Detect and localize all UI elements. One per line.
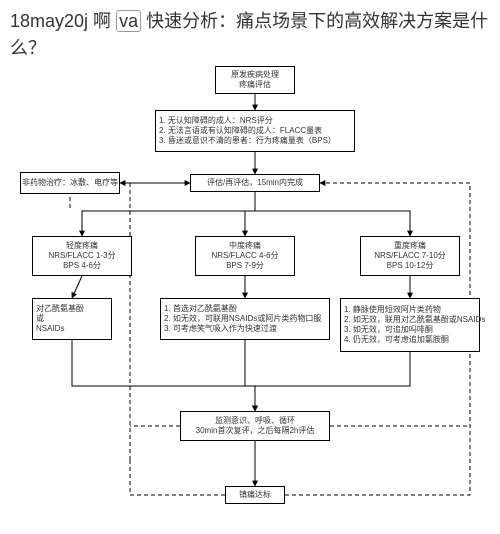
node-severe-treatment: 1. 静脉使用短效阿片类药物2. 如无效，联用对乙酰氨基酚或NSAIDs3. 如… xyxy=(340,298,480,352)
node-moderate-treatment: 1. 首选对乙酰氨基酚2. 如无效，可联用NSAIDs或阿片类药物口服3. 可考… xyxy=(160,298,330,340)
node-text-line: 评估/再评估，15min内完成 xyxy=(207,178,303,188)
node-text-line: 或 xyxy=(36,314,44,324)
node-text-line: 重度疼痛 xyxy=(394,241,426,251)
node-text-line: 对乙酰氨基酚 xyxy=(36,304,84,314)
page-title: 18may20j 啊 va 快速分析：痛点场景下的高效解决方案是什么？ xyxy=(10,8,490,62)
node-text-line: 监测意识、呼吸、循环 xyxy=(215,416,295,426)
node-text-line: 中度疼痛 xyxy=(229,241,261,251)
node-severe-pain: 重度疼痛NRS/FLACC 7-10分BPS 10-12分 xyxy=(360,236,460,276)
node-text-line: 1. 首选对乙酰氨基酚 xyxy=(164,304,237,314)
node-text-line: 疼痛评估 xyxy=(239,80,271,90)
node-text-line: 非药物治疗：冰敷、电疗等 xyxy=(22,178,118,188)
node-text-line: 1. 无认知障碍的成人：NRS评分 xyxy=(159,116,273,126)
node-goal: 镇痛达标 xyxy=(225,486,285,504)
title-highlight: va xyxy=(116,10,141,32)
node-start: 原发疾病处理疼痛评估 xyxy=(215,66,295,94)
node-text-line: NRS/FLACC 4-6分 xyxy=(211,251,278,261)
title-prefix: 18may20j 啊 xyxy=(10,11,116,31)
node-text-line: 2. 如无效，联用对乙酰氨基酚或NSAIDs xyxy=(344,315,485,325)
flowchart: 原发疾病处理疼痛评估 1. 无认知障碍的成人：NRS评分2. 无法言语或有认知障… xyxy=(10,66,490,526)
node-mild-pain: 轻度疼痛NRS/FLACC 1-3分BPS 4-6分 xyxy=(32,236,132,276)
node-text-line: 2. 如无效，可联用NSAIDs或阿片类药物口服 xyxy=(164,314,321,324)
node-text-line: BPS 7-9分 xyxy=(226,261,264,271)
node-text-line: 3. 昏迷或意识不清的患者：行为疼痛量表（BPS） xyxy=(159,136,336,146)
node-mild-treatment: 对乙酰氨基酚或NSAIDs xyxy=(32,298,112,340)
node-moderate-pain: 中度疼痛NRS/FLACC 4-6分BPS 7-9分 xyxy=(195,236,295,276)
node-text-line: BPS 4-6分 xyxy=(63,261,101,271)
node-text-line: 2. 无法言语或有认知障碍的成人：FLACC量表 xyxy=(159,126,322,136)
node-text-line: NRS/FLACC 1-3分 xyxy=(48,251,115,261)
node-text-line: 3. 如无效，可追加吗啡酮 xyxy=(344,325,433,335)
node-text-line: BPS 10-12分 xyxy=(387,261,434,271)
node-assessment-tools: 1. 无认知障碍的成人：NRS评分2. 无法言语或有认知障碍的成人：FLACC量… xyxy=(155,110,355,152)
node-text-line: 1. 静脉使用短效阿片类药物 xyxy=(344,305,441,315)
node-text-line: NRS/FLACC 7-10分 xyxy=(374,251,446,261)
node-text-line: 30min首次复评，之后每隔2h评估 xyxy=(196,426,315,436)
node-nonpharm: 非药物治疗：冰敷、电疗等 xyxy=(20,172,120,194)
node-text-line: NSAIDs xyxy=(36,324,64,334)
node-monitor: 监测意识、呼吸、循环30min首次复评，之后每隔2h评估 xyxy=(180,411,330,441)
node-text-line: 镇痛达标 xyxy=(239,490,271,500)
node-reassess: 评估/再评估，15min内完成 xyxy=(190,174,320,192)
node-text-line: 轻度疼痛 xyxy=(66,241,98,251)
node-text-line: 原发疾病处理 xyxy=(231,70,279,80)
node-text-line: 3. 可考虑笑气吸入作为快速过渡 xyxy=(164,324,277,334)
node-text-line: 4. 仍无效，可考虑追加氯胺酮 xyxy=(344,335,449,345)
